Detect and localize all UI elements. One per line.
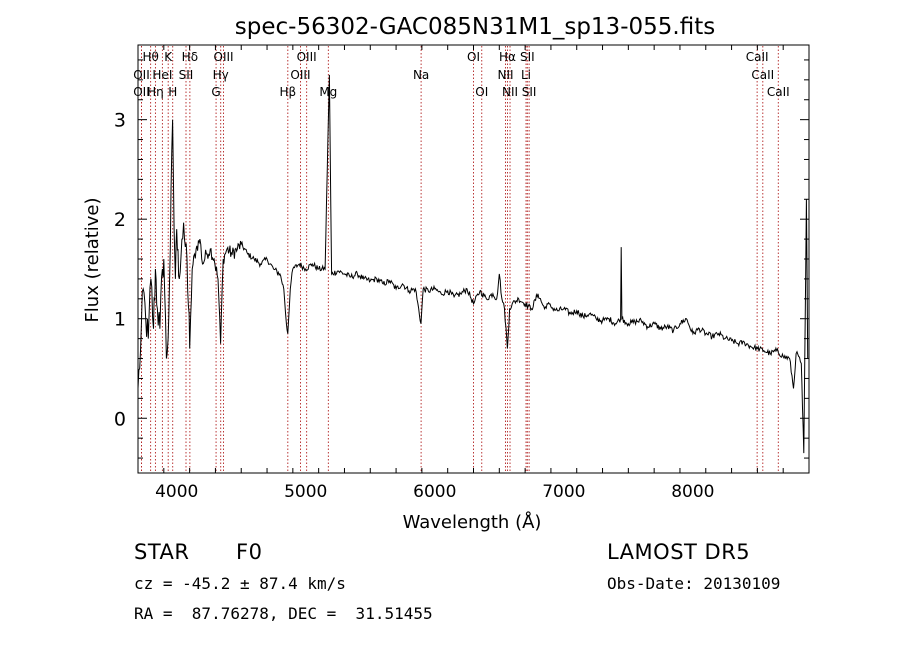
emission-line-label: Na	[413, 68, 429, 82]
emission-line-label: H	[168, 85, 177, 99]
emission-line-markers	[141, 46, 779, 472]
emission-line-label: OI	[467, 50, 480, 64]
emission-line-label: CaII	[751, 68, 774, 82]
survey-name: LAMOST DR5	[607, 540, 751, 564]
y-axis-label: Flux (relative)	[82, 197, 103, 322]
emission-line-label: HeI	[152, 68, 172, 82]
x-tick-label: 4000	[155, 482, 198, 502]
emission-line-label: Hγ	[213, 68, 229, 82]
emission-line-label: OIII	[297, 50, 317, 64]
x-axis-label: Wavelength (Å)	[403, 511, 542, 533]
emission-line-label: Hδ	[182, 50, 198, 64]
emission-line-label: OIII	[290, 68, 310, 82]
emission-line-label: CaII	[767, 85, 790, 99]
redshift-velocity: cz = -45.2 ± 87.4 km/s	[134, 574, 346, 593]
emission-line-label: NII	[497, 68, 513, 82]
y-tick-label: 0	[114, 408, 126, 430]
sky-coordinates: RA = 87.76278, DEC = 31.51455	[134, 604, 433, 623]
emission-line-label: OIII	[214, 50, 234, 64]
y-tick-label: 1	[114, 309, 126, 331]
emission-line-label: Hβ	[279, 85, 296, 99]
axis-ticks: 4000 5000 6000 7000 8000 0 1 2 3	[114, 45, 810, 502]
x-tick-label: 7000	[542, 482, 585, 502]
emission-line-label: Hη	[147, 85, 164, 99]
chart-title: spec-56302-GAC085N31M1_sp13-055.fits	[235, 14, 715, 40]
x-tick-label: 5000	[284, 482, 327, 502]
y-tick-label: 2	[114, 209, 126, 231]
x-tick-label: 6000	[413, 482, 456, 502]
emission-line-label: Li	[521, 68, 531, 82]
x-tick-label: 8000	[671, 482, 714, 502]
emission-line-label: OII	[133, 85, 150, 99]
object-class: STAR	[134, 540, 190, 564]
emission-line-label: OII	[133, 68, 150, 82]
emission-line-label: K	[164, 50, 173, 64]
emission-line-label: OI	[475, 85, 488, 99]
emission-line-label: NII	[502, 85, 518, 99]
observation-date: Obs-Date: 20130109	[607, 574, 781, 593]
emission-line-label: SII	[522, 85, 537, 99]
emission-line-label: SII	[179, 68, 194, 82]
emission-line-label: G	[211, 85, 220, 99]
emission-line-label: Mg	[319, 85, 337, 99]
emission-line-labels: OIIHθOIIHηHeIKHHδSIIGHγOIIIHβOIIIOIIIMgN…	[133, 50, 789, 99]
spectrum-line	[137, 74, 809, 454]
y-tick-label: 3	[114, 110, 126, 132]
emission-line-label: CaII	[746, 50, 769, 64]
object-subclass: F0	[236, 540, 263, 564]
emission-line-label: Hθ	[142, 50, 158, 64]
emission-line-label: Hα	[499, 50, 516, 64]
emission-line-label: SII	[520, 50, 535, 64]
